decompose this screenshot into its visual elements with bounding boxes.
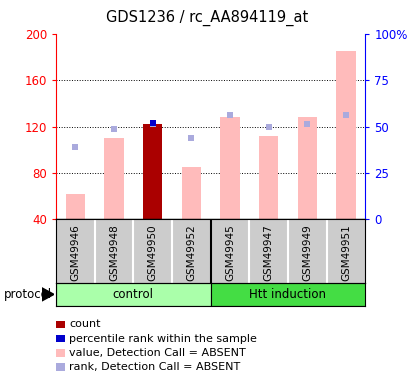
Text: control: control — [113, 288, 154, 301]
Bar — [336, 51, 356, 219]
Text: rank, Detection Call = ABSENT: rank, Detection Call = ABSENT — [69, 362, 241, 372]
Text: Htt induction: Htt induction — [249, 288, 327, 301]
Text: protocol: protocol — [4, 288, 52, 301]
Text: GSM49945: GSM49945 — [225, 225, 235, 281]
Bar — [210, 283, 385, 306]
Point — [304, 121, 310, 127]
Text: GSM49949: GSM49949 — [302, 225, 312, 281]
Text: value, Detection Call = ABSENT: value, Detection Call = ABSENT — [69, 348, 246, 358]
Text: GSM49946: GSM49946 — [71, 225, 81, 281]
Bar — [298, 117, 317, 219]
Point — [111, 126, 117, 132]
Bar — [66, 194, 85, 219]
Point — [342, 112, 349, 118]
Bar — [104, 138, 124, 219]
Text: count: count — [69, 320, 101, 329]
Point — [265, 124, 272, 130]
Bar — [143, 124, 162, 219]
Point — [72, 144, 79, 150]
Point — [188, 135, 195, 141]
Text: GSM49952: GSM49952 — [186, 225, 196, 281]
Point — [149, 120, 156, 126]
Text: GSM49951: GSM49951 — [341, 225, 351, 281]
Text: percentile rank within the sample: percentile rank within the sample — [69, 334, 257, 344]
Polygon shape — [42, 288, 54, 301]
Bar — [56, 283, 210, 306]
Text: GSM49948: GSM49948 — [109, 225, 119, 281]
Bar — [220, 117, 239, 219]
Text: GDS1236 / rc_AA894119_at: GDS1236 / rc_AA894119_at — [106, 9, 309, 26]
Bar — [259, 136, 278, 219]
Bar — [182, 167, 201, 219]
Point — [227, 112, 233, 118]
Text: GSM49947: GSM49947 — [264, 225, 273, 281]
Point — [149, 121, 156, 127]
Text: GSM49950: GSM49950 — [148, 225, 158, 281]
